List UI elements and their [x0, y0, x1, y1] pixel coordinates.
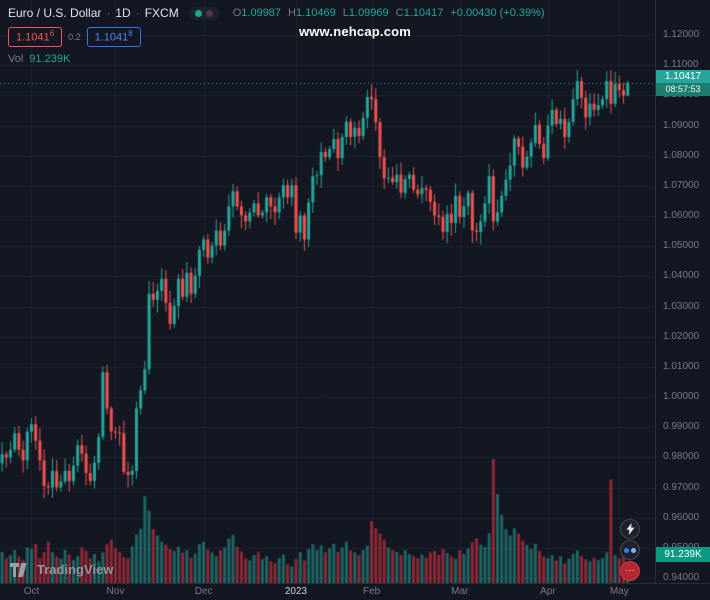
price-axis-label: 1.02000	[663, 330, 700, 342]
sell-button[interactable]: 1.10416	[8, 27, 63, 47]
time-axis-label: May	[609, 586, 629, 597]
tradingview-logo[interactable]: TradingView	[10, 562, 113, 577]
price-axis-label: 0.99000	[663, 421, 700, 433]
price-axis-label: 1.04000	[663, 270, 700, 282]
price-axis-label: 0.94000	[663, 572, 700, 583]
price-axis-label: 0.96000	[663, 511, 700, 523]
last-price-value: 1.10417	[656, 69, 710, 83]
live-chat-button[interactable]: ···	[620, 561, 640, 581]
legend-status-pill[interactable]	[188, 6, 219, 20]
buy-button[interactable]: 1.10418	[86, 27, 141, 47]
spread-value: 0.2	[68, 31, 81, 42]
price-axis-label: 0.98000	[663, 451, 700, 463]
price-axis-label: 1.07000	[663, 179, 700, 191]
price-axis-label: 1.09000	[663, 119, 700, 131]
legend-title-row[interactable]: Euro / U.S. Dollar · 1D · FXCM O1.09987 …	[8, 6, 545, 20]
price-axis-label: 1.05000	[663, 240, 700, 252]
separator: ·	[106, 6, 111, 20]
tradingview-logo-text: TradingView	[37, 562, 114, 577]
symbol-legend: Euro / U.S. Dollar · 1D · FXCM O1.09987 …	[8, 6, 545, 65]
time-axis-label: Feb	[362, 586, 381, 597]
reactions-button[interactable]	[620, 540, 640, 560]
interval-label: 1D	[115, 6, 131, 20]
volume-axis-tag: 91.239K	[656, 547, 710, 563]
chart-canvas[interactable]	[0, 0, 655, 583]
time-axis-label: Oct	[23, 586, 40, 597]
lightning-icon	[626, 523, 634, 535]
price-axis-label: 1.12000	[663, 29, 700, 40]
price-axis-label: 1.03000	[663, 300, 700, 312]
reaction-dot-icon	[631, 547, 636, 553]
volume-value: 91.239K	[29, 52, 71, 65]
reaction-dot-icon	[624, 547, 629, 553]
ohlc-values: O1.09987 H1.10469 L1.09969 C1.10417 +0.0…	[233, 7, 545, 19]
volume-legend: Vol 91.239K	[8, 53, 545, 65]
market-session-dot-icon	[205, 9, 213, 17]
low-value: 1.09969	[348, 7, 389, 19]
price-axis-label: 1.08000	[663, 149, 700, 161]
time-axis-label: Nov	[106, 586, 125, 597]
exchange-label: FXCM	[144, 6, 179, 20]
time-axis[interactable]: Oct Nov Dec 2023 Feb Mar Apr May	[0, 583, 710, 600]
quote-row: 1.10416 0.2 1.10418	[8, 27, 545, 47]
close-value: 1.10417	[403, 7, 444, 19]
price-axis-label: 1.11000	[663, 59, 699, 71]
open-value: 1.09987	[241, 7, 282, 19]
boost-button[interactable]	[620, 519, 640, 539]
last-price-tag: 1.10417 08:57:53	[656, 69, 710, 96]
quick-action-buttons: ···	[620, 519, 640, 581]
market-open-dot-icon	[194, 9, 202, 17]
symbol-title: Euro / U.S. Dollar	[8, 6, 102, 20]
sell-pip-digit: 6	[49, 29, 55, 38]
buy-pip-digit: 8	[128, 29, 133, 38]
price-axis-label: 1.01000	[663, 360, 700, 372]
time-axis-label: Dec	[194, 586, 213, 597]
open-key: O	[232, 7, 242, 19]
ellipsis-icon: ···	[625, 565, 635, 576]
high-key: H	[288, 7, 296, 19]
high-value: 1.10469	[296, 7, 336, 19]
change-value: +0.00430 (+0.39%)	[450, 7, 545, 19]
bar-countdown: 08:57:53	[656, 82, 710, 96]
volume-key: Vol	[8, 52, 24, 65]
low-key: L	[342, 7, 349, 19]
time-axis-label: Mar	[451, 586, 469, 597]
separator: ·	[135, 6, 140, 20]
watermark: www.nehcap.com	[298, 24, 412, 39]
tradingview-logo-icon	[10, 562, 27, 577]
time-axis-label: Apr	[540, 586, 556, 597]
price-axis-label: 1.00000	[663, 391, 700, 402]
time-axis-label: 2023	[284, 586, 308, 597]
price-axis-label: 1.06000	[663, 210, 700, 221]
price-axis-label: 0.97000	[663, 481, 700, 493]
close-key: C	[395, 7, 404, 19]
